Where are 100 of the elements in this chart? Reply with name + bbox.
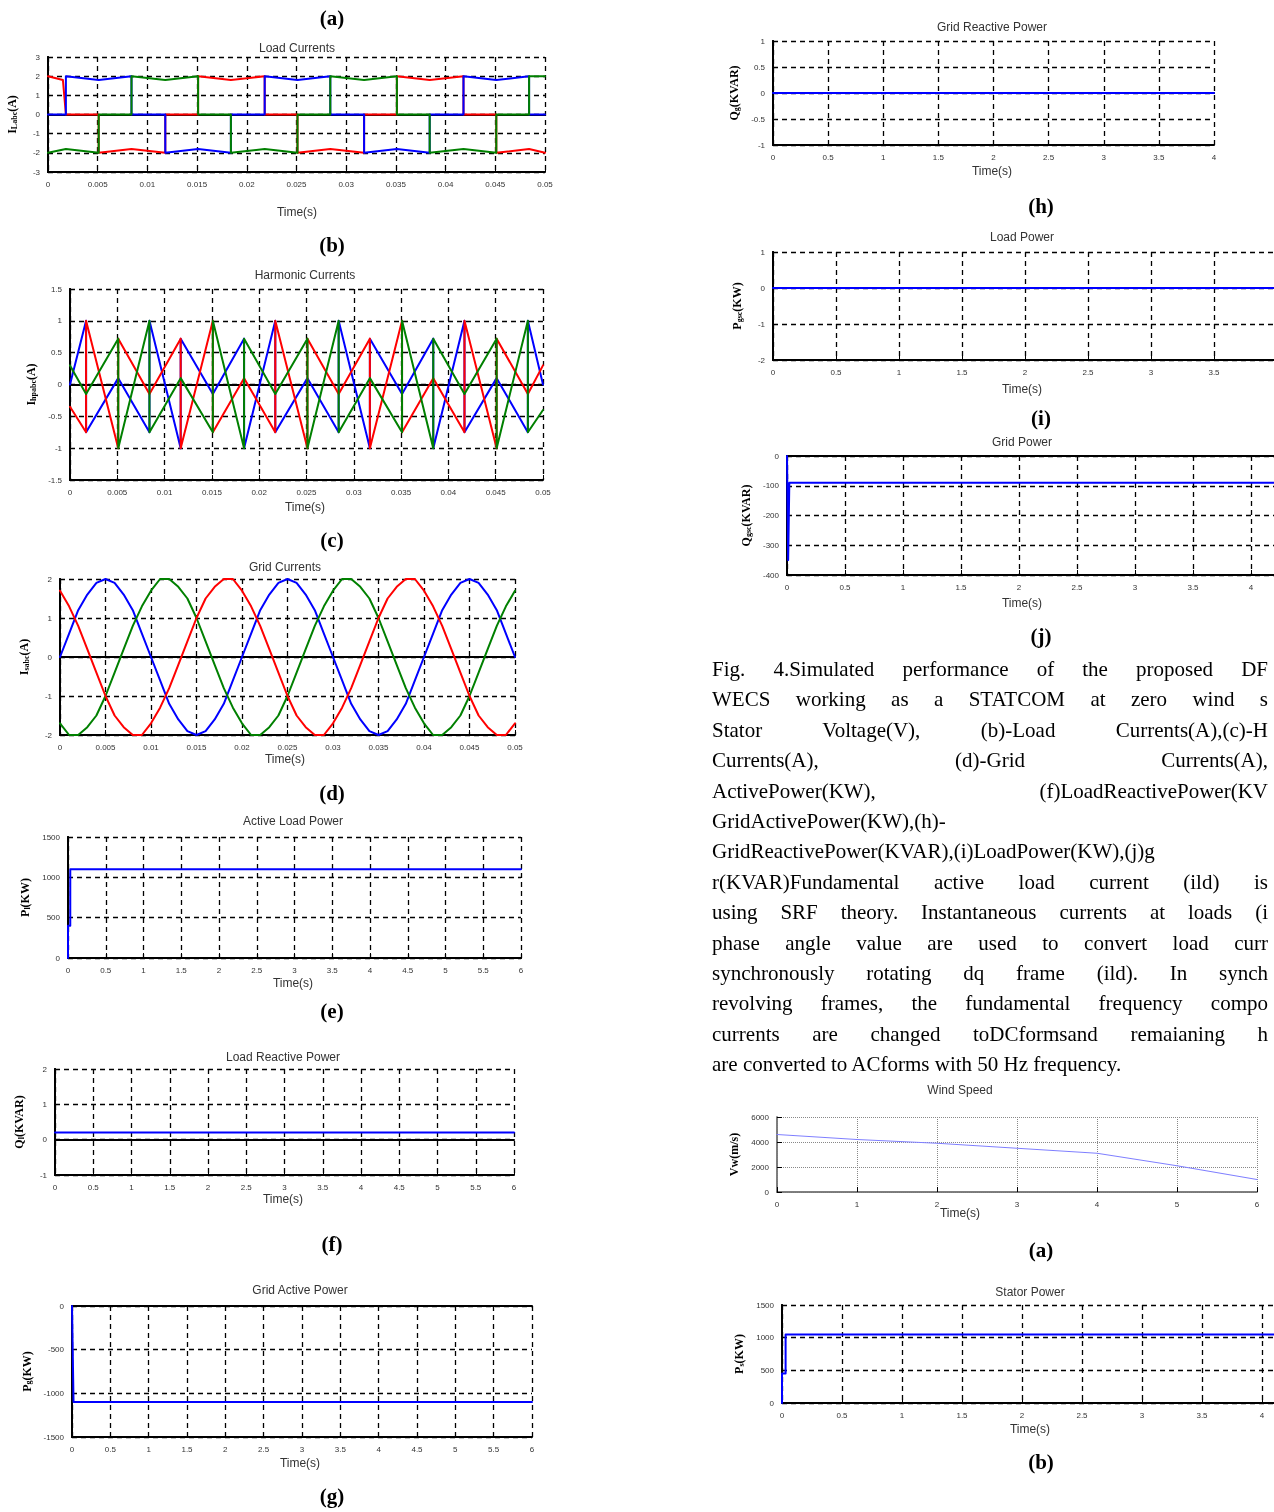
x-tick-label: 0.5 xyxy=(836,1410,849,1420)
x-tick-label: 2 xyxy=(205,1182,211,1192)
x-tick-label: 2.5 xyxy=(1043,152,1055,162)
x-tick-label: 4 xyxy=(1248,582,1254,592)
y-tick-label: -1.5 xyxy=(48,475,63,485)
x-tick-label: 4.5 xyxy=(402,965,414,975)
x-tick-label: 5.5 xyxy=(488,1444,500,1454)
x-tick-label: 0.05 xyxy=(535,487,552,497)
text: GridReactivePower(KVAR),(i)LoadPower(KW),(j)g xyxy=(712,838,1156,866)
y-tick-label: 1500 xyxy=(756,1300,775,1310)
y-tick-label: 1 xyxy=(57,316,63,326)
text: (i) xyxy=(1031,405,1051,431)
chart-title: Stator Power xyxy=(995,1285,1065,1299)
y-tick-label: 0 xyxy=(57,380,63,389)
x-tick-label: 0.005 xyxy=(95,742,117,752)
x-tick-label: 0.04 xyxy=(416,742,433,752)
y-tick-label: -1 xyxy=(757,319,766,329)
y-tick-label: 1500 xyxy=(42,832,61,842)
x-tick-label: 3 xyxy=(282,1182,288,1192)
x-axis-title: Time(s) xyxy=(1001,596,1043,610)
x-tick-label: 4 xyxy=(367,965,373,975)
x-axis-title: Time(s) xyxy=(276,205,318,219)
y-tick-label: -1 xyxy=(44,691,53,701)
text: (a) xyxy=(319,5,345,31)
x-tick-label: 0 xyxy=(69,1444,75,1454)
x-axis-title: Time(s) xyxy=(284,500,326,514)
chart-title: Load Currents xyxy=(258,41,336,55)
x-tick-label: 0.01 xyxy=(143,742,160,752)
caption: Fig. 4.Simulated performance of the proposed DF xyxy=(712,656,1268,683)
x-tick-label: 0.5 xyxy=(100,965,112,975)
chart-title: Load Reactive Power xyxy=(225,1050,341,1064)
x-tick-label: 0.01 xyxy=(156,487,173,497)
text: (g) xyxy=(319,1483,345,1509)
chart-title: Grid Currents xyxy=(248,560,322,574)
y-tick-label: 1000 xyxy=(42,872,61,882)
x-tick-label: 1 xyxy=(129,1182,135,1192)
x-tick-label: 0.02 xyxy=(251,487,268,497)
text: revolving frames, the fundamental frequency compo xyxy=(712,990,1268,1018)
x-axis-title: Time(s) xyxy=(262,1192,304,1206)
x-tick-label: 3 xyxy=(292,965,298,975)
x-axis-title: Time(s) xyxy=(264,752,306,766)
x-tick-label: 0.5 xyxy=(822,152,835,162)
x-tick-label: 3 xyxy=(1139,1410,1145,1420)
y-tick-label: -200 xyxy=(762,511,780,520)
x-axis-title: Time(s) xyxy=(971,164,1013,178)
chart-title: Load Power xyxy=(989,230,1055,244)
y-tick-label: 0.5 xyxy=(50,348,63,358)
x-tick-label: 1 xyxy=(141,965,147,975)
y-tick-label: -1 xyxy=(54,443,63,453)
x-tick-label: 1 xyxy=(854,1199,860,1209)
x-tick-label: 1.5 xyxy=(932,152,945,162)
y-tick-label: 0 xyxy=(59,1301,65,1311)
y-tick-label: -1500 xyxy=(43,1432,65,1442)
y-tick-label: -2 xyxy=(757,355,766,365)
y-tick-label: 4000 xyxy=(751,1137,770,1147)
x-tick-label: 3.5 xyxy=(1187,582,1200,592)
text: WECS working as a STATCOM at zero wind s xyxy=(712,686,1268,714)
x-tick-label: 0.04 xyxy=(437,179,454,189)
y-tick-label: 1 xyxy=(42,1099,48,1109)
y-tick-label: 2000 xyxy=(751,1162,770,1172)
x-tick-label: 4 xyxy=(1094,1199,1100,1209)
y-tick-label: -2 xyxy=(32,148,41,158)
x-tick-label: 1.5 xyxy=(181,1444,194,1454)
x-tick-label: 0.045 xyxy=(485,179,506,189)
text: (e) xyxy=(320,998,344,1024)
x-tick-label: 0.02 xyxy=(234,742,251,752)
x-tick-label: 4 xyxy=(1259,1410,1265,1420)
x-tick-label: 0.04 xyxy=(440,487,457,497)
y-tick-label: 1000 xyxy=(756,1333,775,1343)
text: (c) xyxy=(320,527,344,553)
y-tick-label: -500 xyxy=(47,1345,65,1355)
y-tick-label: -1 xyxy=(32,129,41,139)
y-tick-label: -400 xyxy=(762,570,780,580)
line-series xyxy=(59,578,516,736)
x-tick-label: 5 xyxy=(435,1182,441,1192)
text: (j) xyxy=(1030,623,1052,649)
x-tick-label: 4 xyxy=(1211,152,1217,162)
x-tick-label: 1 xyxy=(896,367,902,377)
x-tick-label: 0.015 xyxy=(186,742,208,752)
x-tick-label: 1.5 xyxy=(956,1410,969,1420)
x-tick-label: 2.5 xyxy=(240,1182,253,1192)
text: (h) xyxy=(1028,193,1054,219)
y-tick-label: -2 xyxy=(44,730,53,740)
x-tick-label: 0.03 xyxy=(346,487,363,497)
x-tick-label: 0.5 xyxy=(839,582,852,592)
y-tick-label: 2 xyxy=(42,1064,48,1074)
x-tick-label: 0.025 xyxy=(296,487,318,497)
y-tick-label: 1.5 xyxy=(50,284,63,294)
text: GridActivePower(KW),(h)- xyxy=(712,808,947,836)
x-tick-label: 3.5 xyxy=(326,965,339,975)
y-tick-label: 0 xyxy=(760,88,766,98)
x-tick-label: 1.5 xyxy=(164,1182,176,1192)
x-tick-label: 2 xyxy=(223,1444,229,1454)
x-tick-label: 0.015 xyxy=(201,487,223,497)
x-tick-label: 0.045 xyxy=(485,487,507,497)
x-axis-title: Time(s) xyxy=(939,1206,981,1220)
x-tick-label: 4 xyxy=(358,1182,364,1192)
y-tick-label: 6000 xyxy=(751,1112,770,1122)
x-tick-label: 2 xyxy=(934,1199,940,1209)
y-tick-label: 500 xyxy=(760,1365,775,1375)
